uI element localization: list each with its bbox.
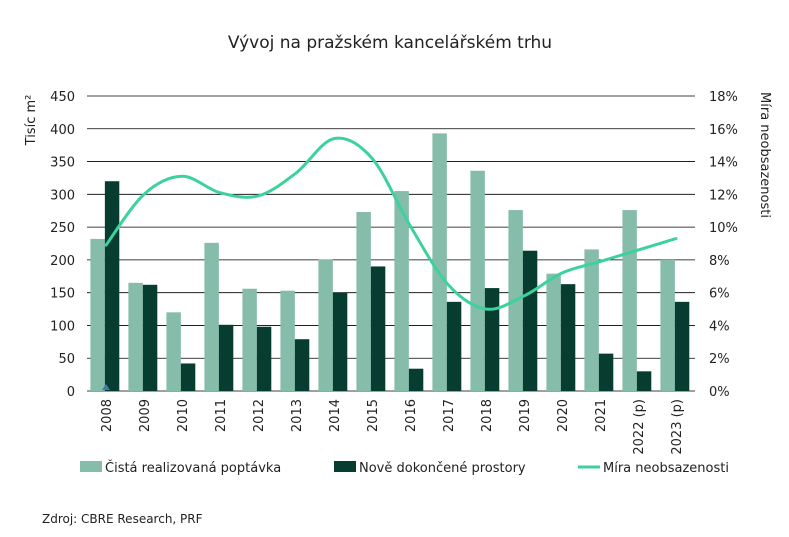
y-right-tick-label: 2% (709, 352, 730, 367)
gridlines (87, 95, 695, 392)
y-left-tick-label: 200 (50, 254, 75, 269)
y-right-tick-label: 6% (709, 287, 730, 302)
bar-demand (470, 170, 485, 391)
x-tick-label: 2021 (594, 399, 609, 432)
x-tick-label: 2015 (366, 399, 381, 432)
x-tick-label: 2014 (328, 399, 343, 432)
y-right-tick-label: 8% (709, 254, 730, 269)
bar-demand (128, 282, 143, 391)
vacancy-rate-line (104, 136, 678, 311)
x-tick-label: 2019 (518, 399, 533, 432)
y-left-tick-label: 250 (50, 221, 75, 236)
x-tick-label: 2009 (138, 399, 153, 432)
legend-item: Míra neobsazenosti (578, 461, 729, 476)
bar-completions (446, 301, 462, 391)
x-tick-label: 2023 (p) (670, 399, 685, 455)
y-left-tick-label: 50 (58, 352, 75, 367)
bar-demand (546, 273, 561, 391)
bar-completions (142, 284, 158, 391)
bar-completions (408, 368, 424, 391)
x-tick-label: 2022 (p) (632, 399, 647, 455)
bar-demand (584, 249, 599, 391)
bar-demand (90, 238, 105, 391)
bar-completions (370, 266, 386, 391)
legend-item: Nově dokončené prostory (334, 461, 526, 476)
x-tick-label: 2020 (556, 399, 571, 432)
legend-label: Čistá realizovaná poptávka (105, 460, 281, 476)
x-tick-label: 2017 (442, 399, 457, 432)
y-left-tick-label: 0 (67, 385, 75, 400)
y-right-axis-title: Míra neobsazenosti (757, 92, 772, 218)
x-tick-label: 2016 (404, 399, 419, 432)
axis-marker-icon (102, 384, 110, 390)
y-left-axis-title: Tisíc m² (24, 95, 39, 147)
x-tick-label: 2018 (480, 399, 495, 432)
y-left-tick-label: 150 (50, 287, 75, 302)
bar-completions (218, 324, 234, 391)
y-right-tick-label: 0% (709, 385, 730, 400)
bar-demand (432, 133, 447, 391)
bar-completions (560, 284, 576, 391)
y-right-tick-label: 4% (709, 319, 730, 334)
chart-title: Vývoj na pražském kancelářském trhu (228, 33, 552, 53)
x-tick-label: 2013 (290, 399, 305, 432)
y-left-tick-label: 300 (50, 188, 75, 203)
bar-demand (356, 212, 371, 391)
y-left-tick-label: 400 (50, 123, 75, 138)
bar-completions (256, 326, 272, 391)
y-right-tick-label: 14% (709, 156, 738, 171)
y-right-tick-label: 10% (709, 221, 738, 236)
bar-completions (674, 301, 690, 391)
y-right-tick-label: 12% (709, 188, 738, 203)
bar-completions (522, 250, 538, 391)
bar-demand (166, 312, 181, 391)
bar-completions (636, 371, 652, 391)
bar-completions (484, 288, 500, 391)
legend-item: Čistá realizovaná poptávka (80, 460, 281, 476)
x-tick-label: 2011 (214, 399, 229, 432)
legend-swatch (80, 461, 102, 472)
bar-completions (294, 339, 310, 391)
bar-completions (598, 353, 614, 391)
bar-demand (242, 288, 257, 391)
bar-demand (204, 242, 219, 391)
y-right-tick-label: 18% (709, 90, 738, 105)
bar-demand (622, 210, 637, 391)
bar-demand (394, 191, 409, 391)
x-tick-label: 2010 (176, 399, 191, 432)
source-note: Zdroj: CBRE Research, PRF (42, 512, 203, 526)
x-tick-label: 2008 (100, 399, 115, 432)
bar-demand (660, 259, 675, 391)
y-left-tick-label: 450 (50, 90, 75, 105)
legend-swatch (334, 461, 356, 472)
x-tick-label: 2012 (252, 399, 267, 432)
legend-label: Nově dokončené prostory (359, 461, 526, 476)
y-left-tick-label: 100 (50, 319, 75, 334)
bar-completions (104, 181, 120, 391)
vacancy-line (104, 136, 678, 311)
y-right-tick-label: 16% (709, 123, 738, 138)
y-left-tick-label: 350 (50, 156, 75, 171)
bar-demand (280, 290, 295, 391)
legend-label: Míra neobsazenosti (603, 461, 729, 476)
bar-completions (332, 292, 348, 391)
bar-completions (180, 363, 196, 391)
bars (90, 133, 690, 391)
tick-labels: 0 50 100 150 200 250 300 350 400 450 0% 2% 4% 6% 8% 10%… (50, 90, 738, 455)
bar-demand (318, 259, 333, 391)
legend: Čistá realizovaná poptávka Nově dokončené… (80, 460, 729, 476)
